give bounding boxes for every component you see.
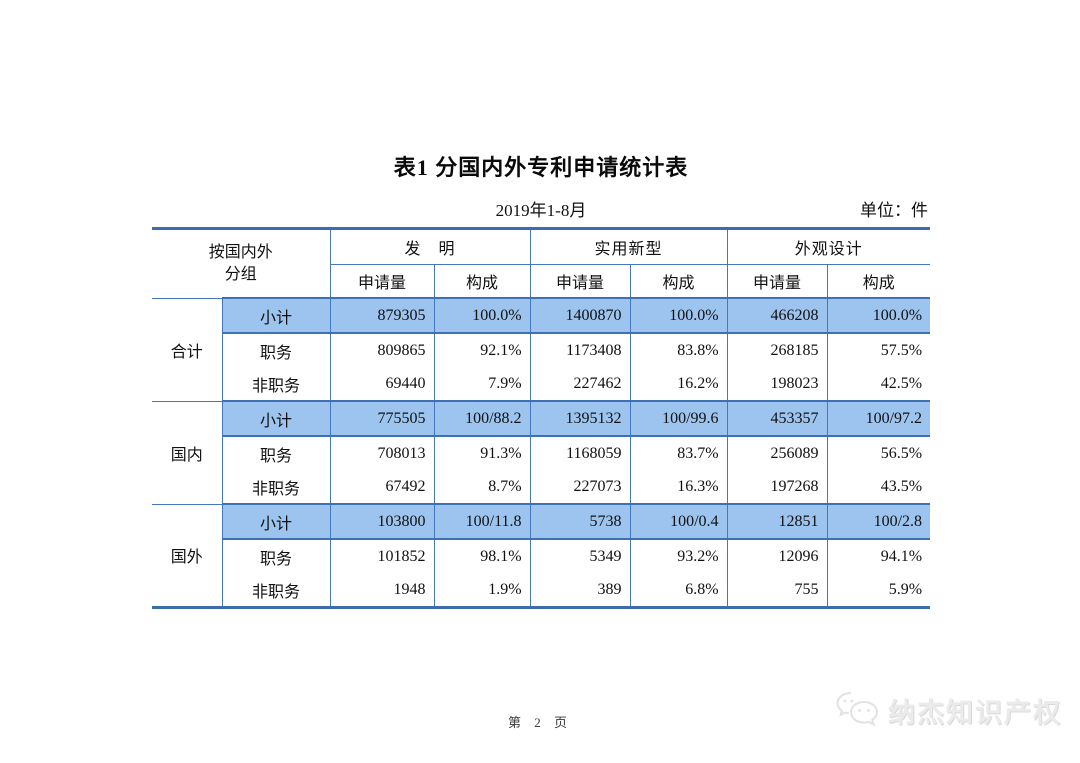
sub-header-2-0: 申请量 xyxy=(726,264,828,299)
row-category-label: 非职务 xyxy=(221,367,331,401)
page-title: 表1 分国内外专利申请统计表 xyxy=(393,155,689,180)
cell-value: 708013 xyxy=(329,436,435,470)
cell-value: 6.8% xyxy=(629,573,728,608)
table-row: 职务 809865 92.1% 1173408 83.8% 268185 57.5% xyxy=(152,333,931,367)
document-page: 表1 分国内外专利申请统计表 2019年1-8月 单位：件 按国内外 分组发 明… xyxy=(152,0,931,609)
watermark-text: 纳杰知识产权 xyxy=(888,697,1062,728)
row-category-label: 小计 xyxy=(221,503,331,540)
cell-value: 103800 xyxy=(329,503,435,540)
cell-value: 453357 xyxy=(726,400,828,437)
cell-value: 100/88.2 xyxy=(433,400,531,437)
cell-value: 101852 xyxy=(329,539,435,573)
table-body: 合计 小计 879305 100.0% 1400870 100.0% 466208 100.0… xyxy=(152,297,931,608)
table-meta-row: 2019年1-8月 单位：件 xyxy=(152,196,930,220)
table-header: 按国内外 分组发 明实用新型 外观设计 申请量 构成 申请量 构成 申请量 构成 xyxy=(152,228,931,299)
cell-value: 93.2% xyxy=(629,539,728,573)
unit-label: 单位：件 xyxy=(860,201,928,220)
cell-value: 5349 xyxy=(529,539,631,573)
group-label-1: 国内 xyxy=(152,401,222,505)
row-category-label: 非职务 xyxy=(221,470,331,504)
cell-value: 1948 xyxy=(329,573,435,608)
cell-value: 879305 xyxy=(329,297,435,334)
row-category-label: 职务 xyxy=(221,333,331,367)
cell-value: 755 xyxy=(726,573,828,608)
row-category-label: 职务 xyxy=(221,436,331,470)
cell-value: 1400870 xyxy=(529,297,631,334)
group-label-2: 国外 xyxy=(152,504,222,608)
cell-value: 100.0% xyxy=(826,297,931,334)
cell-value: 1395132 xyxy=(529,400,631,437)
report-period: 2019年1-8月 xyxy=(495,201,587,220)
cell-value: 43.5% xyxy=(826,470,931,504)
cell-value: 100/2.8 xyxy=(826,503,931,540)
cell-value: 100/0.4 xyxy=(629,503,728,540)
table-row: 非职务 67492 8.7% 227073 16.3% 197268 43.5% xyxy=(152,470,931,504)
cell-value: 227073 xyxy=(529,470,631,504)
table-row: 国内 小计 775505 100/88.2 1395132 100/99.6 453357 1… xyxy=(152,400,931,505)
cell-value: 100.0% xyxy=(629,297,728,334)
group-label-0: 合计 xyxy=(152,298,222,402)
sub-header-2-1: 构成 xyxy=(826,264,931,299)
header-row-subcolumns: 申请量 构成 申请量 构成 申请量 构成 xyxy=(152,264,931,299)
table-row: 非职务 69440 7.9% 227462 16.2% 198023 42.5% xyxy=(152,367,931,401)
sub-header-1-1: 构成 xyxy=(629,264,728,299)
cell-value: 91.3% xyxy=(433,436,531,470)
patent-stats-table: 按国内外 分组发 明实用新型 外观设计 申请量 构成 申请量 构成 申请量 构成 合计 小计 87… xyxy=(152,227,931,609)
cell-value: 389 xyxy=(529,573,631,608)
cell-value: 42.5% xyxy=(826,367,931,401)
table-row: 职务 101852 98.1% 5349 93.2% 12096 94.1% xyxy=(152,539,931,573)
cell-value: 775505 xyxy=(329,400,435,437)
cell-value: 92.1% xyxy=(433,333,531,367)
sub-header-1-0: 申请量 xyxy=(529,264,631,299)
cell-value: 466208 xyxy=(726,297,828,334)
row-category-label: 职务 xyxy=(221,539,331,573)
cell-value: 100/97.2 xyxy=(826,400,931,437)
cell-value: 67492 xyxy=(329,470,435,504)
cell-value: 227462 xyxy=(529,367,631,401)
cell-value: 1168059 xyxy=(529,436,631,470)
cell-value: 57.5% xyxy=(826,333,931,367)
cell-value: 83.8% xyxy=(629,333,728,367)
corner-header: 按国内外 分组 xyxy=(152,228,331,299)
cell-value: 8.7% xyxy=(433,470,531,504)
cell-value: 1173408 xyxy=(529,333,631,367)
column-group-header-2: 外观设计 xyxy=(726,228,931,265)
cell-value: 256089 xyxy=(726,436,828,470)
table-row: 非职务 1948 1.9% 389 6.8% 755 5.9% xyxy=(152,573,931,608)
cell-value: 100/11.8 xyxy=(433,503,531,540)
cell-value: 809865 xyxy=(329,333,435,367)
cell-value: 197268 xyxy=(726,470,828,504)
sub-header-0-1: 构成 xyxy=(433,264,531,299)
cell-value: 69440 xyxy=(329,367,435,401)
cell-value: 12096 xyxy=(726,539,828,573)
column-group-header-1: 实用新型 xyxy=(529,228,728,265)
cell-value: 5.9% xyxy=(826,573,931,608)
table-row: 国外 小计 103800 100/11.8 5738 100/0.4 12851 100/2.… xyxy=(152,503,931,608)
cell-value: 7.9% xyxy=(433,367,531,401)
wechat-icon xyxy=(836,692,879,727)
table-row: 合计 小计 879305 100.0% 1400870 100.0% 466208 100.0… xyxy=(152,297,931,402)
table-row: 职务 708013 91.3% 1168059 83.7% 256089 56.5% xyxy=(152,436,931,470)
cell-value: 5738 xyxy=(529,503,631,540)
cell-value: 100/99.6 xyxy=(629,400,728,437)
cell-value: 12851 xyxy=(726,503,828,540)
row-category-label: 小计 xyxy=(221,297,331,334)
cell-value: 100.0% xyxy=(433,297,531,334)
cell-value: 16.2% xyxy=(629,367,728,401)
cell-value: 198023 xyxy=(726,367,828,401)
row-category-label: 小计 xyxy=(221,400,331,437)
sub-header-0-0: 申请量 xyxy=(329,264,435,299)
watermark: 纳杰知识产权 xyxy=(834,690,1062,730)
cell-value: 83.7% xyxy=(629,436,728,470)
row-category-label: 非职务 xyxy=(221,573,331,608)
cell-value: 1.9% xyxy=(433,573,531,608)
cell-value: 268185 xyxy=(726,333,828,367)
cell-value: 16.3% xyxy=(629,470,728,504)
cell-value: 94.1% xyxy=(826,539,931,573)
column-group-header-0: 发 明 xyxy=(329,228,531,265)
cell-value: 98.1% xyxy=(433,539,531,573)
cell-value: 56.5% xyxy=(826,436,931,470)
header-row-groups: 按国内外 分组发 明实用新型 外观设计 xyxy=(152,228,931,299)
page-number: 第 2 页 xyxy=(507,715,572,730)
